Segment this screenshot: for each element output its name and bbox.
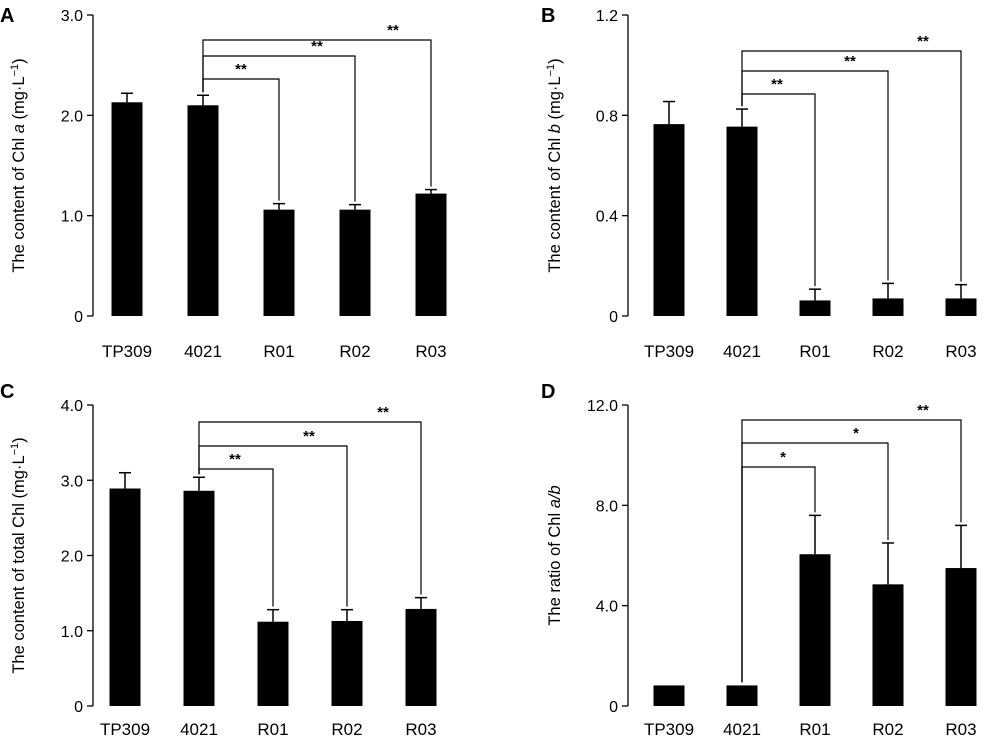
panel-c-significance-label: ** <box>229 451 241 468</box>
panel-d-y-tick-label: 4.0 <box>596 599 618 616</box>
panel-b-significance-label: ** <box>844 53 856 70</box>
panel-a-bar-r01 <box>263 209 295 316</box>
panel-d-category-label: 4021 <box>723 720 761 738</box>
panel-a-y-tick-label: 0 <box>74 309 83 326</box>
panel-a-y-tick-label: 2.0 <box>61 108 83 125</box>
panel-b-y-axis-label: The content of Chl b (mg·L−1) <box>545 58 564 272</box>
panel-d-significance-bracket <box>741 419 962 683</box>
panel-b-category-label: R01 <box>799 342 830 361</box>
panel-a-significance-bracket <box>202 39 432 187</box>
panel-b-bar-4021 <box>726 126 758 316</box>
panel-d-y-tick-label: 8.0 <box>596 498 618 515</box>
panel-a-bar-r03 <box>415 193 447 316</box>
panel-c-significance-label: ** <box>303 428 315 445</box>
panel-a-significance-label: ** <box>387 22 399 39</box>
panel-a-category-label: R02 <box>339 342 370 361</box>
panel-d-letter: D <box>541 381 555 403</box>
panel-d-y-tick-label: 12.0 <box>587 398 618 415</box>
panel-a-category-label: R03 <box>415 342 446 361</box>
panel-d-category-label: TP309 <box>644 720 694 738</box>
panel-c-bar-4021 <box>183 490 215 706</box>
panel-a-bar-tp309 <box>111 102 143 316</box>
panel-b-significance-label: ** <box>917 33 929 50</box>
panel-a-y-tick-label: 1.0 <box>61 209 83 226</box>
panel-c-category-label: 4021 <box>180 720 218 738</box>
panel-d-category-label: R02 <box>872 720 903 738</box>
panel-b-y-tick-label: 0.8 <box>596 108 618 125</box>
panel-a-significance-label: ** <box>235 61 247 78</box>
panel-b-y-tick-label: 1.2 <box>596 8 618 25</box>
panel-a-y-axis-label: The content of Chl a (mg·L−1) <box>9 58 28 272</box>
panel-d-bar-r03 <box>945 568 977 706</box>
panel-a-letter: A <box>0 5 14 27</box>
panel-c-bar-r02 <box>331 620 363 706</box>
panel-c-significance-label: ** <box>377 404 389 421</box>
panel-b-bar-r02 <box>872 298 904 316</box>
panel-c-category-label: R01 <box>257 720 288 738</box>
panel-d-category-label: R01 <box>799 720 830 738</box>
panel-b-category-label: 4021 <box>723 342 761 361</box>
panel-c-bar-tp309 <box>109 488 141 706</box>
panel-b-category-label: R03 <box>945 342 976 361</box>
panel-b-significance-bracket <box>741 50 962 282</box>
panel-c-y-axis-label: The content of total Chl (mg·L−1) <box>9 437 28 673</box>
panel-c-category-label: R03 <box>405 720 436 738</box>
panel-d-bar-r01 <box>799 554 831 706</box>
panel-a-bar-r02 <box>339 209 371 316</box>
panel-d-bar-4021 <box>726 685 758 706</box>
panel-b-significance-label: ** <box>771 76 783 93</box>
panel-c-category-label: TP309 <box>100 720 150 738</box>
panel-b-letter: B <box>541 5 555 27</box>
panel-b-bar-r01 <box>799 300 831 316</box>
panel-d-significance-label: * <box>780 449 786 466</box>
panel-c-y-tick-label: 3.0 <box>61 473 83 490</box>
panel-a-category-label: TP309 <box>102 342 152 361</box>
panel-c-y-tick-label: 2.0 <box>61 549 83 566</box>
panel-c-bar-r03 <box>405 608 437 706</box>
panel-d-category-label: R03 <box>945 720 976 738</box>
panel-c-letter: C <box>0 381 14 403</box>
panel-d-y-tick-label: 0 <box>609 699 618 716</box>
panel-b-y-tick-label: 0.4 <box>596 209 618 226</box>
panel-c-significance-bracket <box>198 421 422 595</box>
panel-d-y-axis-label: The ratio of Chl a/b <box>546 485 564 625</box>
panel-a-y-tick-label: 3.0 <box>61 8 83 25</box>
panel-a-category-label: R01 <box>263 342 294 361</box>
panel-c-category-label: R02 <box>331 720 362 738</box>
panel-d-bar-tp309 <box>653 685 685 706</box>
panel-b-category-label: TP309 <box>644 342 694 361</box>
panel-c-y-tick-label: 1.0 <box>61 624 83 641</box>
panel-d-significance-label: ** <box>917 402 929 419</box>
panel-a-bar-4021 <box>187 105 219 316</box>
panel-c-y-tick-label: 4.0 <box>61 398 83 415</box>
panel-b-y-tick-label: 0 <box>609 309 618 326</box>
panel-c-y-tick-label: 0 <box>74 699 83 716</box>
panel-d-bar-r02 <box>872 584 904 706</box>
panel-b-bar-tp309 <box>653 124 685 316</box>
panel-b-category-label: R02 <box>872 342 903 361</box>
panel-a-significance-label: ** <box>311 38 323 55</box>
panel-c-bar-r01 <box>257 621 289 706</box>
panel-d-significance-label: * <box>853 425 859 442</box>
panel-b-bar-r03 <box>945 298 977 316</box>
panel-a-category-label: 4021 <box>184 342 222 361</box>
